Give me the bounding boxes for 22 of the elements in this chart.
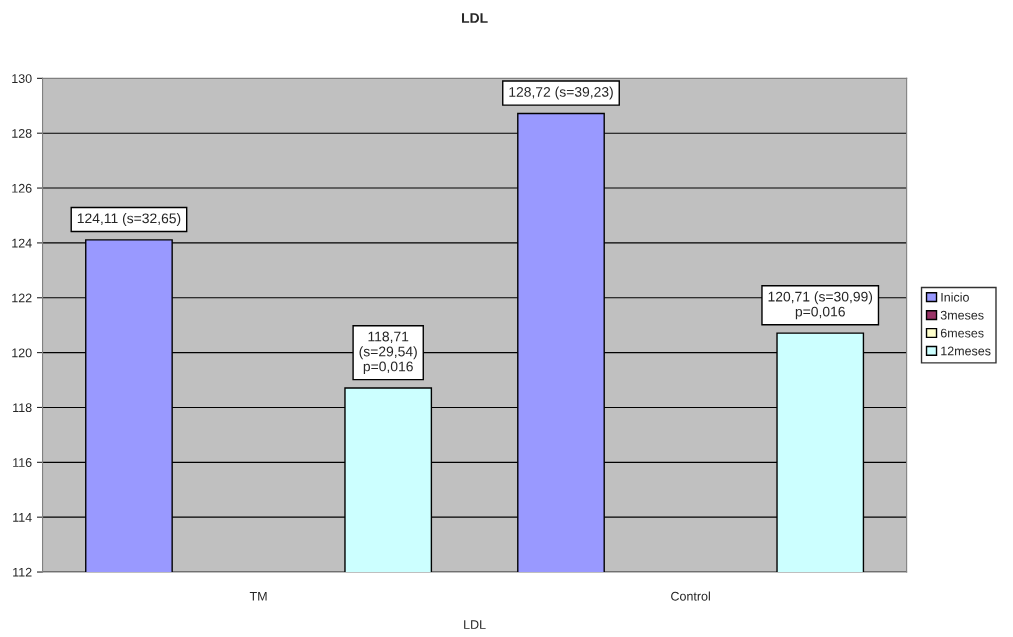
y-tick-label: 130 (12, 74, 32, 83)
y-tick-label: 124 (12, 238, 32, 248)
data-label: 128,72 (s=39,23) (509, 86, 613, 100)
y-tick-label: 128 (12, 129, 32, 138)
y-tick-label: 120 (12, 348, 32, 358)
data-label: 120,71 (s=30,99) p=0,016 (768, 291, 873, 320)
data-label: 124,11 (s=32,65) (77, 213, 181, 226)
legend-label: 6meses (940, 328, 984, 338)
y-tick-label: 126 (12, 183, 32, 193)
legend-label: 12meses (941, 346, 991, 356)
y-tick-label: 112 (13, 567, 32, 577)
legend-label: Inicio (941, 292, 969, 302)
legend-label: 3meses (940, 310, 984, 320)
x-tick-label: TM (249, 591, 267, 601)
chart-title: LDL (462, 13, 488, 23)
data-label: 118,71 (s=29,54) p=0,016 (359, 331, 417, 375)
x-axis-title: LDL (464, 620, 486, 629)
x-tick-label: Control (671, 591, 710, 601)
y-tick-label: 114 (13, 513, 32, 522)
y-tick-label: 118 (13, 403, 32, 413)
y-tick-label: 122 (12, 293, 32, 303)
y-tick-label: 116 (13, 458, 32, 467)
